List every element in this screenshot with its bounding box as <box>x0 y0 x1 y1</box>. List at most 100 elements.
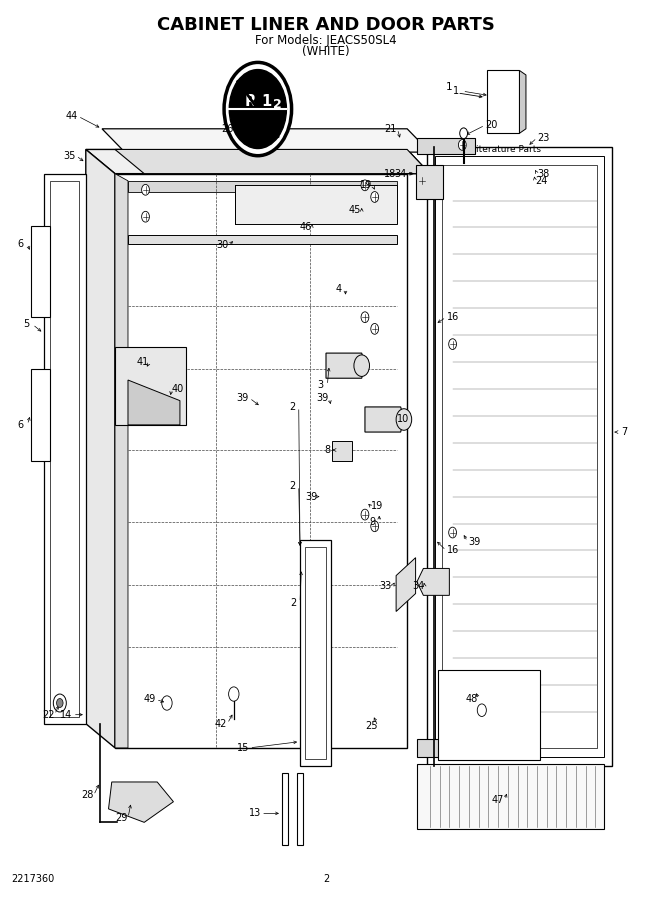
Text: 2217360: 2217360 <box>11 874 54 884</box>
Polygon shape <box>31 369 50 461</box>
Circle shape <box>162 696 172 710</box>
Text: R: R <box>244 94 256 110</box>
Text: 2: 2 <box>323 874 329 884</box>
Circle shape <box>477 704 486 716</box>
Polygon shape <box>417 138 475 154</box>
Text: 18: 18 <box>383 168 396 179</box>
Text: 2: 2 <box>289 402 295 412</box>
Text: 39: 39 <box>237 393 249 403</box>
Polygon shape <box>300 540 331 766</box>
Text: Literature Parts: Literature Parts <box>471 145 541 154</box>
Text: 49: 49 <box>143 695 156 705</box>
Text: 10: 10 <box>396 414 409 424</box>
Text: 30: 30 <box>216 240 228 250</box>
Circle shape <box>449 338 456 349</box>
Text: CABINET LINER AND DOOR PARTS: CABINET LINER AND DOOR PARTS <box>157 15 495 33</box>
Polygon shape <box>86 149 115 748</box>
Text: 20: 20 <box>485 121 497 130</box>
Text: 47: 47 <box>492 795 504 805</box>
Text: 16: 16 <box>447 545 459 555</box>
Text: 28: 28 <box>81 790 93 800</box>
Text: 35: 35 <box>63 150 76 161</box>
Circle shape <box>141 212 149 222</box>
Polygon shape <box>115 346 186 425</box>
Text: 40: 40 <box>172 384 184 394</box>
Circle shape <box>230 69 286 148</box>
Polygon shape <box>31 226 50 317</box>
Text: 15: 15 <box>237 742 249 753</box>
Text: 2: 2 <box>273 98 282 111</box>
Text: 38: 38 <box>537 168 550 179</box>
Text: 25: 25 <box>365 721 378 732</box>
Circle shape <box>458 140 466 150</box>
Polygon shape <box>437 670 541 760</box>
Text: 19: 19 <box>360 180 372 190</box>
Polygon shape <box>365 407 404 432</box>
Polygon shape <box>115 174 128 748</box>
Circle shape <box>396 409 411 430</box>
Text: 4: 4 <box>336 284 342 293</box>
Text: 2: 2 <box>289 481 295 491</box>
Circle shape <box>361 311 369 322</box>
Text: 16: 16 <box>447 312 459 322</box>
Polygon shape <box>102 129 430 152</box>
Text: 6: 6 <box>18 238 24 248</box>
Circle shape <box>371 323 379 334</box>
Polygon shape <box>282 773 288 845</box>
Text: 6: 6 <box>18 420 24 430</box>
Polygon shape <box>128 380 180 425</box>
Polygon shape <box>108 782 173 823</box>
Circle shape <box>418 176 426 186</box>
Circle shape <box>141 184 149 195</box>
Circle shape <box>354 355 370 376</box>
Text: 1: 1 <box>446 82 452 92</box>
Circle shape <box>371 521 379 532</box>
Text: 2: 2 <box>290 598 297 608</box>
Polygon shape <box>235 185 398 224</box>
Polygon shape <box>441 165 597 748</box>
Polygon shape <box>333 441 352 461</box>
Polygon shape <box>435 156 604 757</box>
Text: 19: 19 <box>370 500 383 510</box>
Text: 5: 5 <box>23 320 29 329</box>
Text: 45: 45 <box>349 204 361 214</box>
Text: 8: 8 <box>324 445 331 455</box>
Polygon shape <box>115 149 430 174</box>
Polygon shape <box>297 773 303 845</box>
Text: 23: 23 <box>537 133 550 143</box>
Text: 21: 21 <box>385 124 397 134</box>
Circle shape <box>53 694 67 712</box>
Circle shape <box>361 180 369 191</box>
Text: For Models: JEACS50SL4: For Models: JEACS50SL4 <box>255 34 397 48</box>
Polygon shape <box>520 70 526 133</box>
Text: 13: 13 <box>248 808 261 818</box>
Text: 41: 41 <box>137 357 149 367</box>
Text: 3: 3 <box>318 381 324 391</box>
Polygon shape <box>417 569 449 596</box>
Circle shape <box>229 687 239 701</box>
Text: 34: 34 <box>394 168 407 179</box>
Polygon shape <box>128 181 398 192</box>
Text: 44: 44 <box>65 112 78 122</box>
Polygon shape <box>417 739 449 757</box>
Polygon shape <box>426 147 612 766</box>
Circle shape <box>361 509 369 520</box>
Polygon shape <box>115 174 407 748</box>
Text: 34: 34 <box>412 581 424 591</box>
Polygon shape <box>396 558 415 611</box>
Circle shape <box>224 62 291 156</box>
Text: 39: 39 <box>317 393 329 403</box>
Polygon shape <box>326 353 365 378</box>
Circle shape <box>460 128 467 139</box>
Text: 14: 14 <box>60 710 72 720</box>
Polygon shape <box>86 149 430 174</box>
Text: 1: 1 <box>262 94 272 110</box>
Text: 48: 48 <box>466 695 478 705</box>
Text: 24: 24 <box>535 176 548 185</box>
Polygon shape <box>417 764 604 829</box>
Text: 42: 42 <box>215 719 227 729</box>
Polygon shape <box>305 547 326 759</box>
Polygon shape <box>44 174 86 724</box>
Text: 29: 29 <box>115 813 128 823</box>
Circle shape <box>371 192 379 202</box>
